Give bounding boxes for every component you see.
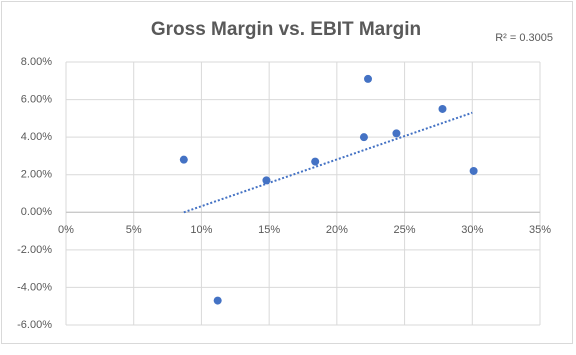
x-tick-label: 25% xyxy=(394,224,416,236)
chart-title: Gross Margin vs. EBIT Margin xyxy=(151,19,421,40)
x-tick-label: 30% xyxy=(461,224,483,236)
data-point xyxy=(179,155,188,164)
data-point xyxy=(438,104,447,113)
data-point xyxy=(311,157,320,166)
y-tick-label: -2.00% xyxy=(17,244,52,256)
y-tick-label: 4.00% xyxy=(21,131,52,143)
x-tick-label: 20% xyxy=(326,224,348,236)
x-tick-label: 0% xyxy=(58,224,74,236)
x-tick-label: 35% xyxy=(529,224,551,236)
data-point xyxy=(392,129,401,138)
x-tick-label: 10% xyxy=(190,224,212,236)
y-tick-label: 8.00% xyxy=(21,56,52,68)
data-point xyxy=(262,176,271,185)
y-tick-label: 0.00% xyxy=(21,206,52,218)
data-point xyxy=(213,296,222,305)
data-point xyxy=(359,133,368,142)
r-squared-annotation: R² = 0.3005 xyxy=(495,32,553,44)
y-tick-label: 2.00% xyxy=(21,169,52,181)
y-tick-label: -6.00% xyxy=(17,319,52,331)
chart-border xyxy=(1,1,573,344)
x-tick-label: 5% xyxy=(126,224,142,236)
y-tick-label: -4.00% xyxy=(17,281,52,293)
y-tick-label: 6.00% xyxy=(21,93,52,105)
trendline xyxy=(183,111,473,214)
x-tick-label: 15% xyxy=(258,224,280,236)
data-point xyxy=(469,166,478,175)
data-point xyxy=(364,74,373,83)
